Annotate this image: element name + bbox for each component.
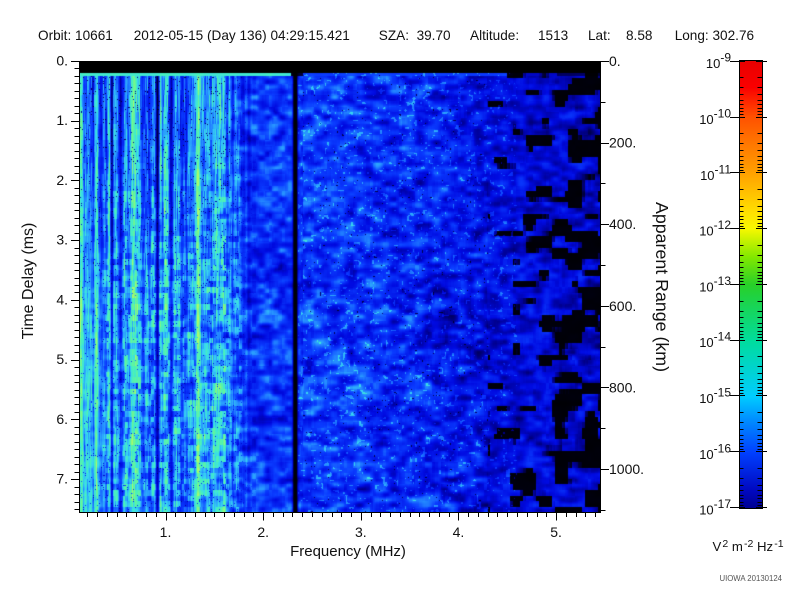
svg-text:10-12: 10-12 (699, 218, 731, 239)
svg-text:Long: 302.76: Long: 302.76 (675, 28, 754, 43)
svg-text:1000.: 1000. (609, 461, 644, 477)
svg-text:0.: 0. (609, 53, 621, 69)
svg-text:4.: 4. (56, 291, 68, 307)
svg-text:Altitude:: Altitude: (470, 28, 519, 43)
svg-text:3.: 3. (355, 524, 367, 540)
svg-text:Time Delay (ms): Time Delay (ms) (20, 223, 37, 340)
svg-text:4.: 4. (453, 524, 465, 540)
svg-text:200.: 200. (609, 135, 636, 151)
svg-text:1.: 1. (56, 112, 68, 128)
svg-text:UIOWA 20130124: UIOWA 20130124 (719, 574, 782, 583)
svg-text:5.: 5. (550, 524, 562, 540)
svg-text:600.: 600. (609, 298, 636, 314)
svg-text:Orbit: 10661: Orbit: 10661 (38, 28, 113, 43)
svg-text:SZA: 39.70: SZA: 39.70 (379, 28, 451, 43)
svg-text:Apparent Range (km): Apparent Range (km) (652, 202, 672, 372)
svg-text:7.: 7. (56, 471, 68, 487)
svg-text:10-15: 10-15 (699, 386, 731, 407)
svg-text:10-14: 10-14 (699, 330, 731, 351)
svg-text:3.: 3. (56, 232, 68, 248)
svg-text:6.: 6. (56, 411, 68, 427)
svg-text:1.: 1. (160, 524, 172, 540)
svg-text:Frequency (MHz): Frequency (MHz) (290, 543, 406, 560)
svg-text:10-11: 10-11 (700, 162, 731, 183)
svg-text:1513: 1513 (538, 28, 568, 43)
svg-text:5.: 5. (56, 351, 68, 367)
svg-text:2.: 2. (257, 524, 269, 540)
svg-text:10-9: 10-9 (706, 51, 731, 72)
svg-text:400.: 400. (609, 216, 636, 232)
svg-text:2.: 2. (56, 172, 68, 188)
svg-text:Lat:: Lat: (588, 28, 611, 43)
svg-text:10-16: 10-16 (699, 441, 731, 462)
svg-text:0.: 0. (56, 53, 68, 69)
svg-text:2012-05-15 (Day 136) 04:29:15.: 2012-05-15 (Day 136) 04:29:15.421 (134, 28, 350, 43)
svg-text:10-13: 10-13 (699, 274, 731, 295)
svg-text:10-10: 10-10 (699, 107, 731, 128)
svg-text:8.58: 8.58 (626, 28, 652, 43)
svg-text:800.: 800. (609, 379, 636, 395)
svg-text:V 2 m -2 Hz -1: V 2 m -2 Hz -1 (712, 538, 783, 554)
svg-text:10-17: 10-17 (699, 497, 731, 518)
